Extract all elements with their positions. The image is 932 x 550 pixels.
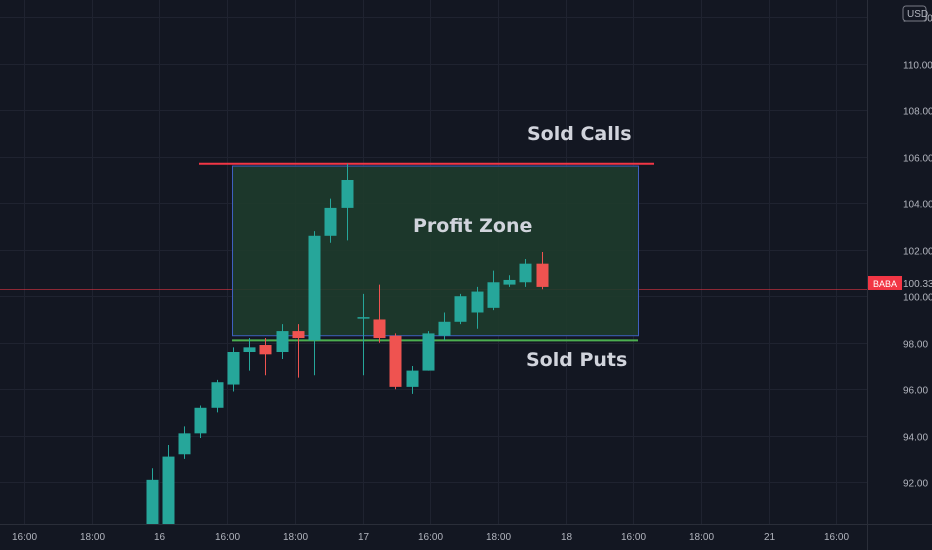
price-label-box (868, 276, 902, 290)
currency-button-box[interactable] (902, 5, 927, 22)
candle-body (227, 352, 240, 385)
candle (211, 379, 224, 413)
price-tick-label: 92.00 (903, 479, 928, 490)
profit-zone-rect (232, 165, 639, 337)
price-tick-label: 94.00 (903, 433, 928, 444)
candle-body (471, 291, 484, 313)
candle-body (519, 263, 532, 283)
time-tick-label: 16:00 (215, 532, 240, 543)
candle-body (406, 370, 419, 387)
time-axis-labels: 16:00 18:00 16 16:00 18:00 17 16:00 18:00 18 16:0… (12, 532, 849, 543)
candle (227, 347, 240, 392)
time-tick-label: 18 (561, 532, 573, 543)
profit-zone-box (232, 165, 639, 337)
time-tick-label: 16:00 (12, 532, 37, 543)
candle (406, 365, 419, 394)
time-tick-label: 21 (764, 532, 776, 543)
candle-body (389, 335, 402, 387)
candle (519, 259, 532, 287)
sold-calls-label: Sold Calls (527, 123, 632, 145)
price-tick-label: 96.00 (903, 386, 928, 397)
currency-label[interactable]: USD (907, 9, 928, 20)
candle-body (308, 235, 321, 341)
candle-body (211, 382, 224, 408)
time-tick-label: 18:00 (689, 532, 714, 543)
candle-body (373, 319, 386, 339)
candle (454, 293, 467, 325)
candle-body (536, 263, 549, 287)
time-tick-label: 16:00 (418, 532, 443, 543)
candle (259, 338, 272, 376)
candle-body (162, 456, 175, 524)
candle-body (178, 433, 191, 455)
price-tick-label: 98.00 (903, 340, 928, 351)
candle (487, 270, 500, 311)
price-label-value: 100.33 (903, 279, 932, 290)
candle (324, 198, 337, 243)
candle-body (341, 180, 354, 208)
price-tick-label: 110.00 (903, 61, 932, 72)
candle (178, 426, 191, 459)
candles (146, 163, 549, 524)
candle-body (324, 207, 337, 236)
price-tick-label: 104.00 (903, 200, 932, 211)
candle-body (259, 345, 272, 355)
candle (243, 338, 256, 371)
candle (389, 333, 402, 390)
candle-body (146, 479, 159, 524)
price-tick-label: 108.00 (903, 107, 932, 118)
candle (276, 324, 289, 359)
candle-body (243, 347, 256, 352)
candle-body (487, 282, 500, 308)
candle (438, 312, 451, 341)
candle-body (503, 279, 516, 285)
candle (292, 324, 305, 378)
candle-body (276, 331, 289, 352)
candle (341, 163, 354, 241)
sold-puts-label: Sold Puts (526, 349, 627, 371)
candle-body (422, 333, 435, 371)
candle (503, 275, 516, 287)
time-tick-label: 17 (358, 532, 370, 543)
price-tick-label: 102.00 (903, 247, 932, 258)
profit-zone-label: Profit Zone (413, 215, 532, 237)
candle-body (357, 317, 370, 319)
time-tick-label: 16:00 (824, 532, 849, 543)
candle (422, 331, 435, 371)
candle (162, 444, 175, 524)
time-tick-label: 18:00 (283, 532, 308, 543)
candle (536, 252, 549, 290)
candle (471, 286, 484, 329)
candle (373, 284, 386, 343)
candle (357, 293, 370, 376)
time-tick-label: 18:00 (486, 532, 511, 543)
currency-button[interactable]: USD (902, 5, 928, 22)
candle-body (454, 296, 467, 322)
price-label: BABA 100.33 (868, 276, 932, 290)
price-tick-label: 100.00 (903, 293, 932, 304)
candle-body (292, 331, 305, 339)
grid-lines (0, 0, 867, 524)
option-levels (199, 162, 654, 342)
time-tick-label: 18:00 (80, 532, 105, 543)
price-label-symbol: BABA (873, 279, 897, 289)
candle-body (438, 321, 451, 336)
price-tick-label: 106.00 (903, 154, 932, 165)
time-tick-label: 16:00 (621, 532, 646, 543)
candle (194, 405, 207, 438)
candle (146, 468, 159, 524)
candle-body (194, 407, 207, 434)
candle (308, 231, 321, 376)
time-tick-label: 16 (154, 532, 166, 543)
